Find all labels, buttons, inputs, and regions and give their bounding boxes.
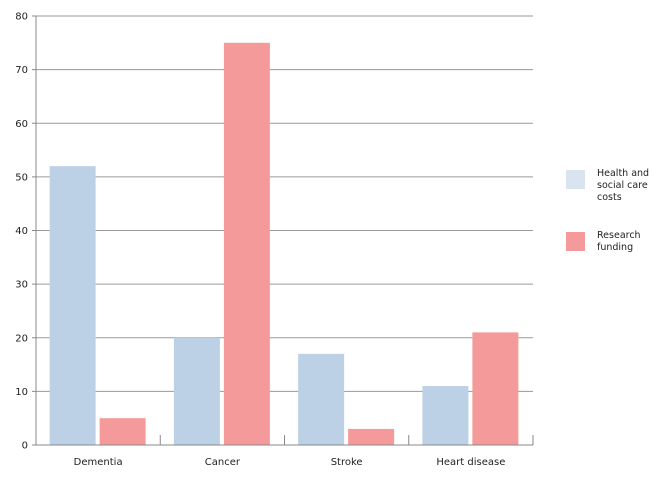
y-tick-label: 50 [15,172,28,183]
y-tick-label: 30 [15,280,28,291]
bar-cancer-series-0 [173,337,220,445]
legend-label-research-funding: Research funding [597,230,641,253]
y-tick-label: 20 [15,333,28,344]
x-tick-label: Stroke [331,457,363,468]
legend-item-research-funding: Research funding [566,230,666,292]
bar-heart-disease-series-0 [422,386,469,445]
y-tick-label: 80 [15,12,28,23]
x-axis: Dementia Cancer Stroke Heart disease [35,16,534,468]
legend-label-health-costs: Health and social care costs [597,168,650,203]
x-tick-label: Cancer [205,457,241,468]
legend: Health and social care costs Research fu… [566,168,666,292]
y-axis-ticks: 0 10 20 30 40 50 60 70 80 [15,12,36,452]
y-tick-label: 0 [22,441,28,452]
legend-item-health-costs: Health and social care costs [566,168,666,230]
bar-stroke-series-0 [298,353,345,445]
bar-stroke-series-1 [348,428,395,445]
gridlines [36,15,533,392]
x-tick-label: Heart disease [436,457,505,468]
y-tick-label: 40 [15,226,28,237]
bar-cancer-series-1 [223,42,270,445]
bar-dementia-series-0 [49,166,96,445]
legend-swatch-research-funding [566,232,585,251]
legend-swatch-health-costs [566,170,585,189]
y-tick-label: 70 [15,65,28,76]
bars [49,42,519,445]
y-tick-label: 10 [15,387,28,398]
bar-dementia-series-1 [99,418,146,445]
y-tick-label: 60 [15,119,28,130]
bar-heart-disease-series-1 [472,332,519,445]
x-tick-label: Dementia [74,457,123,468]
